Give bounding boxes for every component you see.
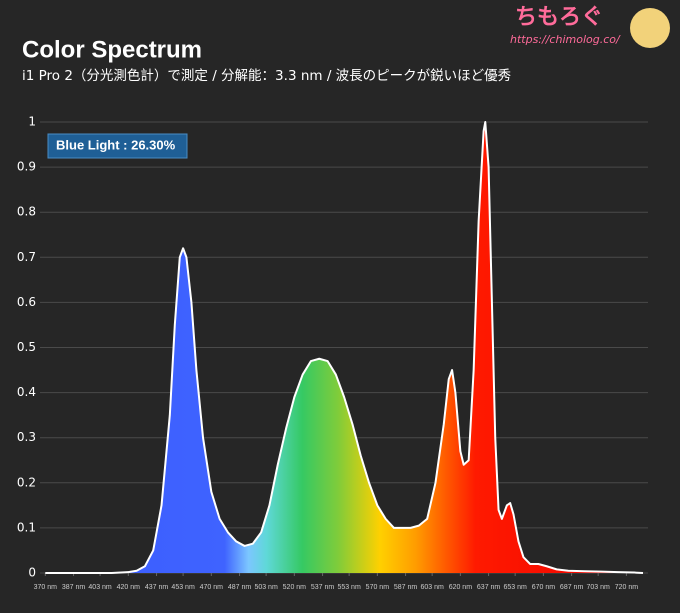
spectrum-area [45, 122, 644, 573]
x-tick-label: 370 nm [34, 584, 58, 591]
x-tick-label: 537 nm [311, 584, 335, 591]
y-tick-label: 0.1 [17, 520, 36, 534]
x-tick-label: 453 nm [171, 584, 195, 591]
watermark-url: https://chimolog.co/ [510, 33, 621, 46]
x-tick-label: 437 nm [145, 584, 169, 591]
annotation: Blue Light : 26.30% [56, 137, 176, 152]
y-tick-label: 0.7 [17, 250, 36, 264]
x-tick-label: 570 nm [366, 584, 390, 591]
watermark-site: ちもろぐ [515, 5, 603, 30]
x-tick-label: 470 nm [200, 584, 224, 591]
y-tick-label: 0.5 [17, 340, 36, 354]
x-tick-label: 520 nm [283, 584, 307, 591]
x-tick-label: 720 nm [615, 584, 639, 591]
x-tick-label: 620 nm [449, 584, 473, 591]
y-tick-label: 0.6 [17, 295, 36, 309]
y-tick-label: 0.8 [17, 205, 36, 219]
y-tick-label: 0.4 [17, 385, 36, 399]
x-tick-label: 637 nm [477, 584, 501, 591]
chart-title: Color Spectrum [22, 36, 202, 63]
x-tick-label: 670 nm [532, 584, 556, 591]
annotation-box [47, 133, 188, 159]
y-tick-label: 0.2 [17, 475, 36, 489]
spectrum-line [45, 121, 644, 574]
y-tick-label: 0.9 [17, 160, 36, 174]
x-tick-label: 420 nm [117, 584, 141, 591]
mascot-icon [630, 8, 670, 48]
x-tick-label: 703 nm [586, 584, 610, 591]
plot: 0 0.1 0.2 0.3 0.4 0.5 0.6 0.7 0.8 0.9 1 370 nm 387 n… [17, 115, 648, 591]
x-tick-label: 553 nm [337, 584, 361, 591]
x-tick-label: 503 nm [254, 584, 278, 591]
y-tick-label: 0 [28, 566, 36, 580]
x-tick-label: 387 nm [62, 584, 86, 591]
x-tick-label: 487 nm [228, 584, 252, 591]
y-tick-label: 0.3 [17, 430, 36, 444]
x-tick-label: 403 nm [88, 584, 112, 591]
y-tick-label: 1 [28, 115, 36, 129]
x-tick-label: 687 nm [560, 584, 584, 591]
x-tick-label: 587 nm [394, 584, 418, 591]
x-tick-label: 653 nm [503, 584, 527, 591]
subtitle: i1 Pro 2（分光測色計）で測定 / 分解能：3.3 nm / 波長のピーク… [22, 67, 511, 84]
x-tick-label: 603 nm [420, 584, 444, 591]
